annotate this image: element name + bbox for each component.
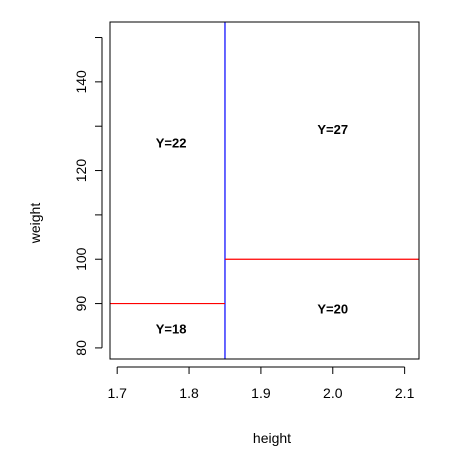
region-labels: Y=22 Y=18 Y=27 Y=20 (156, 122, 348, 337)
x-tick-label: 2.0 (323, 385, 343, 401)
x-tick-label: 1.9 (251, 385, 271, 401)
split-lines (110, 22, 419, 359)
y-tick-label: 100 (73, 247, 89, 271)
plot-frame (109, 21, 420, 360)
region-label: Y=27 (317, 122, 348, 137)
tick-labels: 1.7 1.8 1.9 2.0 2.1 80 90 100 120 140 (73, 70, 415, 401)
x-tick-label: 1.8 (179, 385, 199, 401)
y-tick-label: 90 (73, 296, 89, 312)
y-tick-label: 140 (73, 70, 89, 94)
tick-marks (95, 37, 406, 374)
x-tick-label: 2.1 (395, 385, 415, 401)
region-label: Y=20 (317, 302, 348, 317)
y-tick-label: 120 (73, 159, 89, 183)
y-tick-label: 80 (73, 340, 89, 356)
region-label: Y=18 (156, 322, 187, 337)
region-label: Y=22 (156, 135, 187, 150)
y-axis-title: weight (27, 203, 43, 245)
x-axis-title: height (253, 430, 291, 446)
x-tick-label: 1.7 (107, 385, 127, 401)
